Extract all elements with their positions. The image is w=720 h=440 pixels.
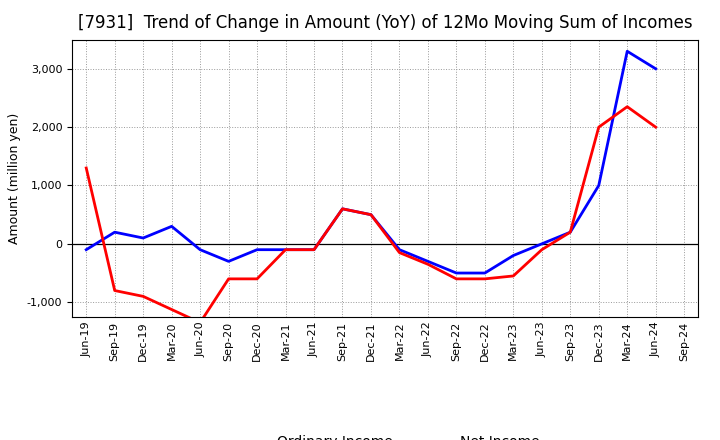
Ordinary Income — [480, 271, 489, 276]
Ordinary Income — [595, 183, 603, 188]
Ordinary Income — [652, 66, 660, 71]
Net Income — [395, 250, 404, 255]
Legend: Ordinary Income, Net Income: Ordinary Income, Net Income — [225, 429, 545, 440]
Ordinary Income — [253, 247, 261, 252]
Net Income — [338, 206, 347, 212]
Net Income — [595, 125, 603, 130]
Net Income — [196, 320, 204, 325]
Net Income — [452, 276, 461, 282]
Net Income — [652, 125, 660, 130]
Ordinary Income — [623, 49, 631, 54]
Ordinary Income — [110, 230, 119, 235]
Line: Net Income: Net Income — [86, 107, 656, 323]
Net Income — [282, 247, 290, 252]
Ordinary Income — [139, 235, 148, 241]
Net Income — [366, 212, 375, 217]
Ordinary Income — [366, 212, 375, 217]
Net Income — [82, 165, 91, 171]
Net Income — [623, 104, 631, 110]
Net Income — [480, 276, 489, 282]
Ordinary Income — [167, 224, 176, 229]
Net Income — [310, 247, 318, 252]
Net Income — [139, 294, 148, 299]
Ordinary Income — [395, 247, 404, 252]
Net Income — [423, 262, 432, 267]
Ordinary Income — [452, 271, 461, 276]
Ordinary Income — [509, 253, 518, 258]
Net Income — [253, 276, 261, 282]
Ordinary Income — [310, 247, 318, 252]
Line: Ordinary Income: Ordinary Income — [86, 51, 656, 273]
Net Income — [537, 247, 546, 252]
Net Income — [509, 273, 518, 279]
Ordinary Income — [225, 259, 233, 264]
Net Income — [225, 276, 233, 282]
Ordinary Income — [423, 259, 432, 264]
Ordinary Income — [338, 206, 347, 212]
Ordinary Income — [282, 247, 290, 252]
Ordinary Income — [537, 241, 546, 246]
Ordinary Income — [566, 230, 575, 235]
Y-axis label: Amount (million yen): Amount (million yen) — [8, 113, 21, 244]
Title: [7931]  Trend of Change in Amount (YoY) of 12Mo Moving Sum of Incomes: [7931] Trend of Change in Amount (YoY) o… — [78, 15, 693, 33]
Net Income — [566, 230, 575, 235]
Net Income — [110, 288, 119, 293]
Ordinary Income — [82, 247, 91, 252]
Ordinary Income — [196, 247, 204, 252]
